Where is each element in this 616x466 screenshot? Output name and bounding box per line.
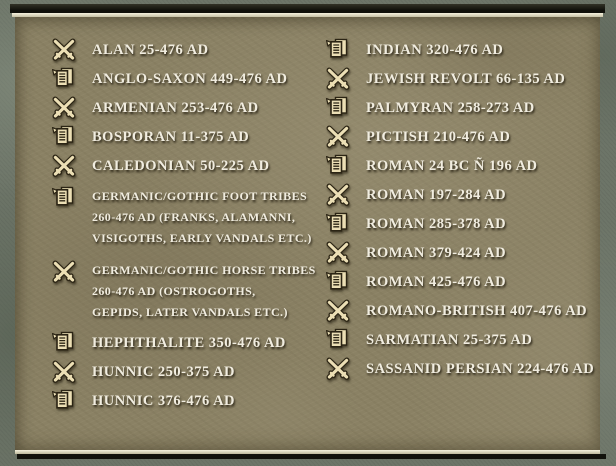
- army-list-item[interactable]: GERMANIC/GOTHIC FOOT TRIBES 260-476 AD (…: [51, 186, 325, 249]
- army-label: ROMAN 285-378 AD: [366, 215, 507, 232]
- army-label: ARMENIAN 253-476 AD: [92, 99, 259, 116]
- scroll-icon: [51, 186, 74, 206]
- army-label: PICTISH 210-476 AD: [366, 128, 511, 145]
- army-label: HUNNIC 376-476 AD: [92, 392, 236, 409]
- scroll-icon: [51, 389, 74, 409]
- army-list-item[interactable]: ROMAN 197-284 AD: [325, 186, 600, 204]
- army-list-item[interactable]: SARMATIAN 25-375 AD: [325, 328, 600, 349]
- army-label: JEWISH REVOLT 66-135 AD: [366, 70, 566, 87]
- army-label: BOSPORAN 11-375 AD: [92, 128, 250, 145]
- crossed-swords-icon: [325, 183, 351, 207]
- army-list-item[interactable]: HUNNIC 376-476 AD: [51, 389, 325, 410]
- army-list-item[interactable]: PALMYRAN 258-273 AD: [325, 96, 600, 117]
- army-list-column-right: INDIAN 320-476 AD JEWISH REVOLT 66-135 A…: [325, 38, 600, 450]
- army-list-column-left: ALAN 25-476 AD ANGLO-SAXON 449-476 AD AR…: [15, 41, 325, 450]
- army-list-item[interactable]: ROMAN 425-476 AD: [325, 270, 600, 291]
- army-label: ALAN 25-476 AD: [92, 41, 209, 58]
- crossed-swords-icon: [51, 360, 77, 384]
- army-label: INDIAN 320-476 AD: [366, 41, 504, 58]
- army-list-item[interactable]: ROMANO-BRITISH 407-476 AD: [325, 302, 600, 320]
- army-list-item[interactable]: ROMAN 379-424 AD: [325, 244, 600, 262]
- army-list-item[interactable]: HUNNIC 250-375 AD: [51, 363, 325, 381]
- crossed-swords-icon: [51, 38, 77, 62]
- army-label: HUNNIC 250-375 AD: [92, 363, 236, 380]
- army-list-item[interactable]: INDIAN 320-476 AD: [325, 38, 600, 59]
- army-list-item[interactable]: CALEDONIAN 50-225 AD: [51, 157, 325, 175]
- scroll-icon: [325, 328, 348, 348]
- crossed-swords-icon: [325, 67, 351, 91]
- frame-bottom-trim: [15, 450, 600, 454]
- scroll-icon: [51, 331, 74, 351]
- army-label: SARMATIAN 25-375 AD: [366, 331, 533, 348]
- frame-top-trim: [12, 13, 603, 17]
- army-label: ROMAN 24 BC Ñ 196 AD: [366, 157, 538, 174]
- scroll-icon: [325, 96, 348, 116]
- army-label: ROMAN 425-476 AD: [366, 273, 507, 290]
- army-list-panel: ALAN 25-476 AD ANGLO-SAXON 449-476 AD AR…: [15, 17, 600, 450]
- scroll-icon: [325, 38, 348, 58]
- crossed-swords-icon: [325, 125, 351, 149]
- crossed-swords-icon: [325, 357, 351, 381]
- scroll-icon: [51, 125, 74, 145]
- scroll-icon: [325, 212, 348, 232]
- army-label: CALEDONIAN 50-225 AD: [92, 157, 270, 174]
- army-list-item[interactable]: HEPHTHALITE 350-476 AD: [51, 331, 325, 352]
- crossed-swords-icon: [51, 154, 77, 178]
- army-list-item[interactable]: ROMAN 285-378 AD: [325, 212, 600, 233]
- army-label: GERMANIC/GOTHIC FOOT TRIBES 260-476 AD (…: [92, 189, 312, 245]
- army-list-content: ALAN 25-476 AD ANGLO-SAXON 449-476 AD AR…: [15, 17, 600, 450]
- army-list-item[interactable]: ALAN 25-476 AD: [51, 41, 325, 59]
- frame-bottom-bar: [17, 454, 606, 459]
- army-list-item[interactable]: SASSANID PERSIAN 224-476 AD: [325, 360, 600, 378]
- army-list-item[interactable]: GERMANIC/GOTHIC HORSE TRIBES 260-476 AD …: [51, 260, 325, 323]
- army-label: ROMAN 197-284 AD: [366, 186, 507, 203]
- army-list-item[interactable]: ARMENIAN 253-476 AD: [51, 99, 325, 117]
- army-list-item[interactable]: BOSPORAN 11-375 AD: [51, 125, 325, 146]
- army-label: PALMYRAN 258-273 AD: [366, 99, 535, 116]
- army-list-item[interactable]: ROMAN 24 BC Ñ 196 AD: [325, 154, 600, 175]
- army-label: ROMANO-BRITISH 407-476 AD: [366, 302, 588, 319]
- army-list-item[interactable]: PICTISH 210-476 AD: [325, 128, 600, 146]
- scroll-icon: [51, 67, 74, 87]
- army-label: ANGLO-SAXON 449-476 AD: [92, 70, 288, 87]
- scroll-icon: [325, 154, 348, 174]
- crossed-swords-icon: [51, 96, 77, 120]
- crossed-swords-icon: [325, 299, 351, 323]
- army-list-item[interactable]: ANGLO-SAXON 449-476 AD: [51, 67, 325, 88]
- army-label: GERMANIC/GOTHIC HORSE TRIBES 260-476 AD …: [92, 263, 316, 319]
- army-label: SASSANID PERSIAN 224-476 AD: [366, 360, 595, 377]
- army-label: HEPHTHALITE 350-476 AD: [92, 334, 286, 351]
- army-list-item[interactable]: JEWISH REVOLT 66-135 AD: [325, 70, 600, 88]
- crossed-swords-icon: [51, 260, 77, 284]
- frame-top-bar: [10, 4, 605, 13]
- scroll-icon: [325, 270, 348, 290]
- army-label: ROMAN 379-424 AD: [366, 244, 507, 261]
- crossed-swords-icon: [325, 241, 351, 265]
